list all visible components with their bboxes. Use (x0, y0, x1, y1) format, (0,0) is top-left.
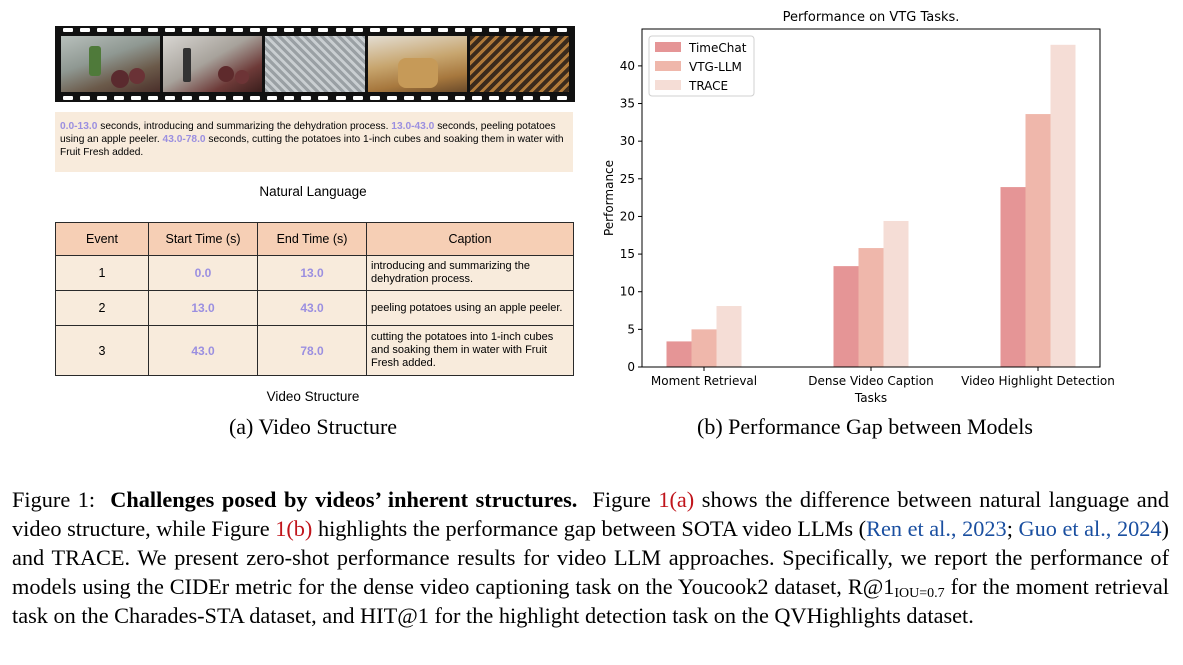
bar (716, 306, 742, 367)
timestamp: 0.0-13.0 (60, 121, 98, 132)
column-header-event: Event (55, 222, 149, 256)
column-header-caption: Caption (366, 222, 574, 256)
segment-text: seconds, introducing and summarizing the… (97, 121, 392, 132)
end-time-cell: 78.0 (257, 325, 367, 376)
caption-text: for the moment retrieval task on the Cha… (12, 574, 1170, 628)
caption-cell: introducing and summarizing the dehydrat… (366, 255, 574, 291)
natural-language-description: 0.0-13.0 seconds, introducing and summar… (55, 112, 573, 172)
y-tick-label: 30 (620, 134, 635, 148)
column-header-end-time: End Time (s) (257, 222, 367, 256)
caption-text: Figure (592, 487, 659, 512)
column-header-start-time: Start Time (s) (148, 222, 258, 256)
event-cell: 3 (55, 325, 149, 376)
y-tick-label: 35 (620, 97, 635, 111)
y-axis-label: Performance (602, 160, 616, 236)
film-sprocket-holes-top (63, 28, 567, 32)
table-row: 3 43.0 78.0 cutting the potatoes into 1-… (55, 325, 574, 376)
event-cell: 2 (55, 290, 149, 326)
x-tick-label: Moment Retrieval (651, 374, 757, 388)
start-time-cell: 0.0 (148, 255, 258, 291)
legend-label: TimeChat (688, 41, 747, 55)
subfigure-a-caption: (a) Video Structure (228, 414, 398, 439)
bar (858, 248, 884, 367)
timestamp: 43.0-78.0 (162, 133, 206, 145)
caption-cell: cutting the potatoes into 1-inch cubes a… (366, 325, 574, 376)
caption-text: ) and TRACE. We present zero-shot perfor… (12, 516, 1169, 599)
table-header-row: Event Start Time (s) End Time (s) Captio… (55, 222, 574, 256)
chart-title: Performance on VTG Tasks. (783, 10, 960, 25)
video-frame (265, 36, 365, 92)
x-tick-label: Video Highlight Detection (961, 374, 1115, 388)
performance-bar-chart: Performance on VTG Tasks. 0 5 10 15 20 25 30 35 4… (602, 10, 1115, 405)
bar (1025, 114, 1051, 367)
figure-title: Challenges posed by videos’ inherent str… (110, 487, 578, 512)
x-tick-label: Dense Video Caption (808, 374, 933, 388)
legend-swatch (655, 61, 681, 71)
segment-text: seconds, cutting the potatoes into 1-inc… (60, 133, 564, 158)
legend-label: VTG-LLM (689, 60, 742, 74)
citation-link[interactable]: Ren et al., 2023 (866, 516, 1007, 541)
figure-caption: Figure 1: Challenges posed by videos’ in… (12, 485, 1169, 630)
legend-swatch (655, 42, 681, 52)
end-time-cell: 43.0 (257, 290, 367, 326)
video-frame (163, 36, 263, 92)
caption-text: ; (1006, 516, 1019, 541)
start-time-cell: 43.0 (148, 325, 258, 376)
table-row: 1 0.0 13.0 introducing and summarizing t… (55, 255, 574, 291)
y-tick-label: 0 (627, 360, 635, 374)
y-tick-label: 20 (620, 209, 635, 223)
video-structure-label: Video Structure (266, 389, 360, 404)
citation-link[interactable]: Guo et al., 2024 (1018, 516, 1162, 541)
bar (833, 266, 859, 367)
video-frame (367, 36, 467, 92)
legend-label: TRACE (688, 79, 728, 93)
table-row: 2 13.0 43.0 peeling potatoes using an ap… (55, 290, 574, 326)
bar (883, 220, 909, 367)
x-axis-label: Tasks (854, 391, 887, 405)
caption-text: shows the difference between natural lan… (12, 487, 1170, 541)
y-tick-label: 25 (620, 172, 635, 186)
bar (1000, 187, 1026, 367)
natural-language-label: Natural Language (259, 184, 367, 199)
figure-ref-link[interactable]: 1(a) (658, 487, 695, 512)
bar (691, 329, 717, 367)
y-tick-label: 5 (627, 322, 635, 336)
timestamp: 13.0-43.0 (391, 121, 435, 132)
video-frame (61, 36, 161, 92)
event-cell: 1 (55, 255, 149, 291)
bar (666, 341, 692, 367)
y-tick-label: 15 (620, 247, 635, 261)
legend-swatch (655, 80, 681, 90)
figure-label: Figure 1: (12, 487, 96, 512)
video-structure-table: Event Start Time (s) End Time (s) Captio… (55, 222, 574, 376)
start-time-cell: 13.0 (148, 290, 258, 326)
end-time-cell: 13.0 (257, 255, 367, 291)
caption-text: highlights the performance gap between S… (312, 516, 867, 541)
metric-subscript: IOU=0.7 (894, 586, 945, 601)
subfigure-b-caption: (b) Performance Gap between Models (697, 414, 1033, 439)
y-tick-label: 40 (620, 59, 635, 73)
y-tick-label: 10 (620, 285, 635, 299)
bar (1050, 44, 1076, 367)
caption-cell: peeling potatoes using an apple peeler. (366, 290, 574, 326)
video-filmstrip (55, 26, 575, 102)
video-frame (469, 36, 570, 92)
figure-ref-link[interactable]: 1(b) (275, 516, 313, 541)
segment-text: seconds, peeling potatoes using an apple… (60, 121, 556, 145)
film-sprocket-holes-bottom (63, 96, 567, 100)
